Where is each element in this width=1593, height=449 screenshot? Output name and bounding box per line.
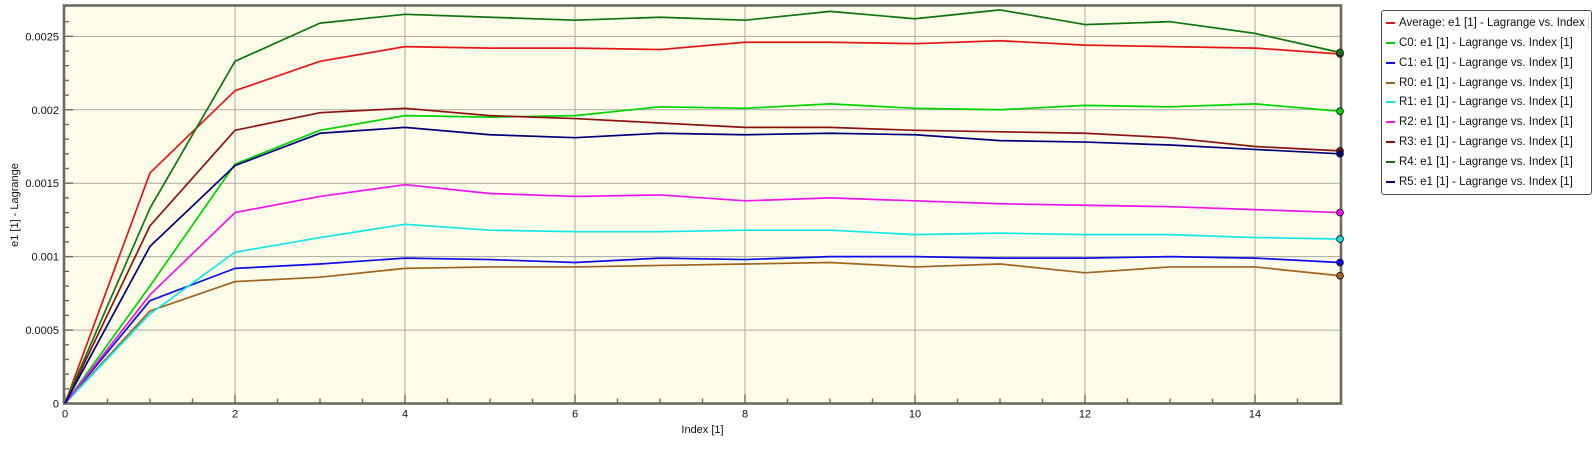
series-line-r4 [64, 9, 1341, 404]
series-line-r1 [64, 223, 1341, 405]
legend-item-average: Average: e1 [1] - Lagrange vs. Index [1] [1386, 13, 1589, 32]
series-line-average [64, 39, 1341, 404]
x-tick-label: 6 [572, 409, 578, 421]
y-tick-label: 0.002 [31, 105, 59, 117]
legend-item-r0: R0: e1 [1] - Lagrange vs. Index [1] [1386, 73, 1589, 92]
series-end-marker-c0 [1336, 107, 1344, 116]
legend-swatch-r4 [1386, 161, 1395, 164]
legend-label-r1: R1: e1 [1] - Lagrange vs. Index [1] [1399, 96, 1573, 109]
y-tick-label: 0.0025 [25, 31, 59, 43]
series-line-r0 [64, 261, 1341, 405]
legend-label-r0: R0: e1 [1] - Lagrange vs. Index [1] [1399, 76, 1573, 89]
legend-swatch-r3 [1386, 141, 1395, 144]
series-line-c1 [64, 255, 1341, 405]
legend-item-c0: C0: e1 [1] - Lagrange vs. Index [1] [1386, 33, 1589, 52]
legend-swatch-c0 [1386, 41, 1395, 44]
series-line-r5 [64, 126, 1341, 404]
y-axis-title: e1 [1] - Lagrange [9, 163, 21, 247]
x-tick-label: 10 [909, 409, 921, 421]
legend-swatch-r0 [1386, 81, 1395, 84]
legend-item-c1: C1: e1 [1] - Lagrange vs. Index [1] [1386, 53, 1589, 72]
legend-label-r2: R2: e1 [1] - Lagrange vs. Index [1] [1399, 116, 1573, 129]
legend-item-r1: R1: e1 [1] - Lagrange vs. Index [1] [1386, 93, 1589, 112]
y-tick-label: 0.001 [31, 252, 59, 264]
legend-swatch-average [1386, 21, 1395, 24]
series-end-marker-r0 [1336, 271, 1344, 280]
y-tick-label: 0 [53, 399, 59, 411]
series-end-marker-r5 [1336, 149, 1344, 158]
series-end-marker-r4 [1336, 48, 1344, 57]
legend-label-c1: C1: e1 [1] - Lagrange vs. Index [1] [1399, 56, 1573, 69]
legend-swatch-r2 [1386, 121, 1395, 124]
x-tick-label: 0 [62, 409, 68, 421]
plot-frame [62, 4, 1343, 405]
x-axis-title: Index [1] [681, 424, 723, 436]
plot-area [64, 5, 1341, 404]
legend-item-r3: R3: e1 [1] - Lagrange vs. Index [1] [1386, 133, 1589, 152]
series-end-marker-c1 [1336, 258, 1344, 267]
series-line-r3 [64, 107, 1341, 404]
legend-swatch-r5 [1386, 180, 1395, 183]
series-end-marker-r1 [1336, 235, 1344, 243]
x-tick-label: 2 [232, 409, 238, 421]
legend-label-c0: C0: e1 [1] - Lagrange vs. Index [1] [1399, 36, 1573, 49]
series-line-c0 [64, 103, 1341, 404]
legend-label-r3: R3: e1 [1] - Lagrange vs. Index [1] [1399, 136, 1573, 149]
x-tick-label: 12 [1079, 409, 1091, 421]
legend-swatch-c1 [1386, 61, 1395, 64]
legend-item-r4: R4: e1 [1] - Lagrange vs. Index [1] [1386, 153, 1589, 172]
y-tick-label: 0.0015 [25, 178, 59, 190]
legend-label-r5: R5: e1 [1] - Lagrange vs. Index [1] [1399, 175, 1573, 188]
series-end-marker-r2 [1336, 208, 1344, 217]
legend-item-r2: R2: e1 [1] - Lagrange vs. Index [1] [1386, 113, 1589, 132]
legend-item-r5: R5: e1 [1] - Lagrange vs. Index [1] [1386, 172, 1589, 191]
y-tick-label: 0.0005 [25, 325, 59, 337]
legend-label-r4: R4: e1 [1] - Lagrange vs. Index [1] [1399, 156, 1573, 169]
x-tick-label: 14 [1249, 409, 1261, 421]
legend-swatch-r1 [1386, 101, 1395, 104]
x-tick-label: 4 [402, 409, 408, 421]
legend: Average: e1 [1] - Lagrange vs. Index [1]… [1381, 10, 1592, 195]
x-tick-label: 8 [742, 409, 748, 421]
series-line-r2 [64, 183, 1341, 405]
legend-label-average: Average: e1 [1] - Lagrange vs. Index [1] [1399, 16, 1589, 29]
